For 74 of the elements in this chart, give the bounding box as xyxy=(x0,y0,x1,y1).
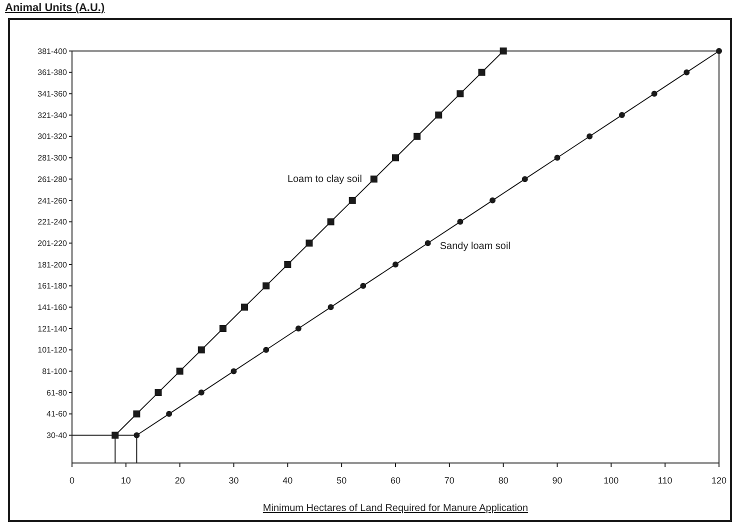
y-tick-label: 61-80 xyxy=(46,388,68,398)
point xyxy=(684,69,690,76)
point xyxy=(328,304,334,310)
x-tick-label: 90 xyxy=(552,475,562,486)
y-axis-title: Animal Units (A.U.) xyxy=(5,2,105,14)
y-tick-label: 201-220 xyxy=(38,238,68,248)
point xyxy=(198,346,205,354)
point xyxy=(112,432,119,439)
y-tick-label: 241-260 xyxy=(38,196,68,206)
point xyxy=(241,304,248,311)
point xyxy=(230,368,237,374)
y-tick-label: 181-200 xyxy=(38,260,68,270)
point xyxy=(651,90,658,97)
x-axis-title: Minimum Hectares of Land Required for Manure Application xyxy=(262,503,528,514)
y-tick-label: 221-240 xyxy=(38,218,68,227)
y-tick-label: 321-340 xyxy=(38,110,68,120)
y-tick-label: 381-400 xyxy=(38,46,68,56)
y-tick-label: 301-320 xyxy=(38,132,68,142)
x-tick-label: 60 xyxy=(390,475,401,486)
point xyxy=(370,176,378,183)
x-tick-label: 100 xyxy=(604,475,619,486)
y-tick-label: 30-40 xyxy=(46,431,68,440)
point xyxy=(392,154,399,162)
y-tick-label: 341-360 xyxy=(38,90,68,99)
y-tick-label: 361-380 xyxy=(38,68,68,78)
point xyxy=(424,240,431,246)
point xyxy=(154,389,162,396)
x-tick-label: 80 xyxy=(498,475,508,486)
x-tick-label: 50 xyxy=(336,475,347,486)
point xyxy=(295,326,302,332)
x-tick-label: 70 xyxy=(444,475,454,486)
point xyxy=(392,261,398,268)
x-tick-label: 30 xyxy=(228,475,239,486)
point xyxy=(435,112,442,119)
point xyxy=(618,112,625,118)
point xyxy=(360,282,366,289)
point xyxy=(414,132,421,140)
point xyxy=(456,90,464,98)
point xyxy=(284,260,292,268)
point xyxy=(166,410,172,417)
point xyxy=(263,346,270,353)
point xyxy=(306,240,313,247)
point xyxy=(500,48,507,54)
point xyxy=(522,176,528,182)
x-tick-label: 0 xyxy=(69,475,75,486)
y-tick-label: 261-280 xyxy=(38,174,68,184)
y-tick-label: 141-160 xyxy=(38,303,68,312)
point xyxy=(348,196,356,204)
x-tick-label: 20 xyxy=(174,475,185,486)
point xyxy=(176,368,184,375)
x-tick-label: 110 xyxy=(658,475,672,486)
x-tick-label: 10 xyxy=(120,475,131,486)
y-tick-label: 81-100 xyxy=(42,367,68,376)
y-tick-label: 281-300 xyxy=(38,154,68,163)
y-tick-label: 41-60 xyxy=(46,410,68,419)
point xyxy=(134,432,140,438)
y-tick-label: 101-120 xyxy=(38,346,68,355)
point xyxy=(457,218,464,225)
y-tick-label: 161-180 xyxy=(38,282,68,291)
x-tick-label: 120 xyxy=(711,475,727,486)
point xyxy=(716,48,722,54)
point xyxy=(554,154,560,161)
point xyxy=(490,197,496,204)
point xyxy=(133,410,140,418)
series-label: Sandy loam soil xyxy=(440,241,510,252)
point xyxy=(478,68,486,76)
series-label: Loam to clay soil xyxy=(287,174,362,186)
x-tick-label: 40 xyxy=(282,475,293,486)
point xyxy=(586,133,593,140)
point xyxy=(327,218,334,226)
y-tick-label: 121-140 xyxy=(38,324,68,334)
point xyxy=(198,390,204,396)
point xyxy=(262,282,270,290)
point xyxy=(219,325,226,332)
